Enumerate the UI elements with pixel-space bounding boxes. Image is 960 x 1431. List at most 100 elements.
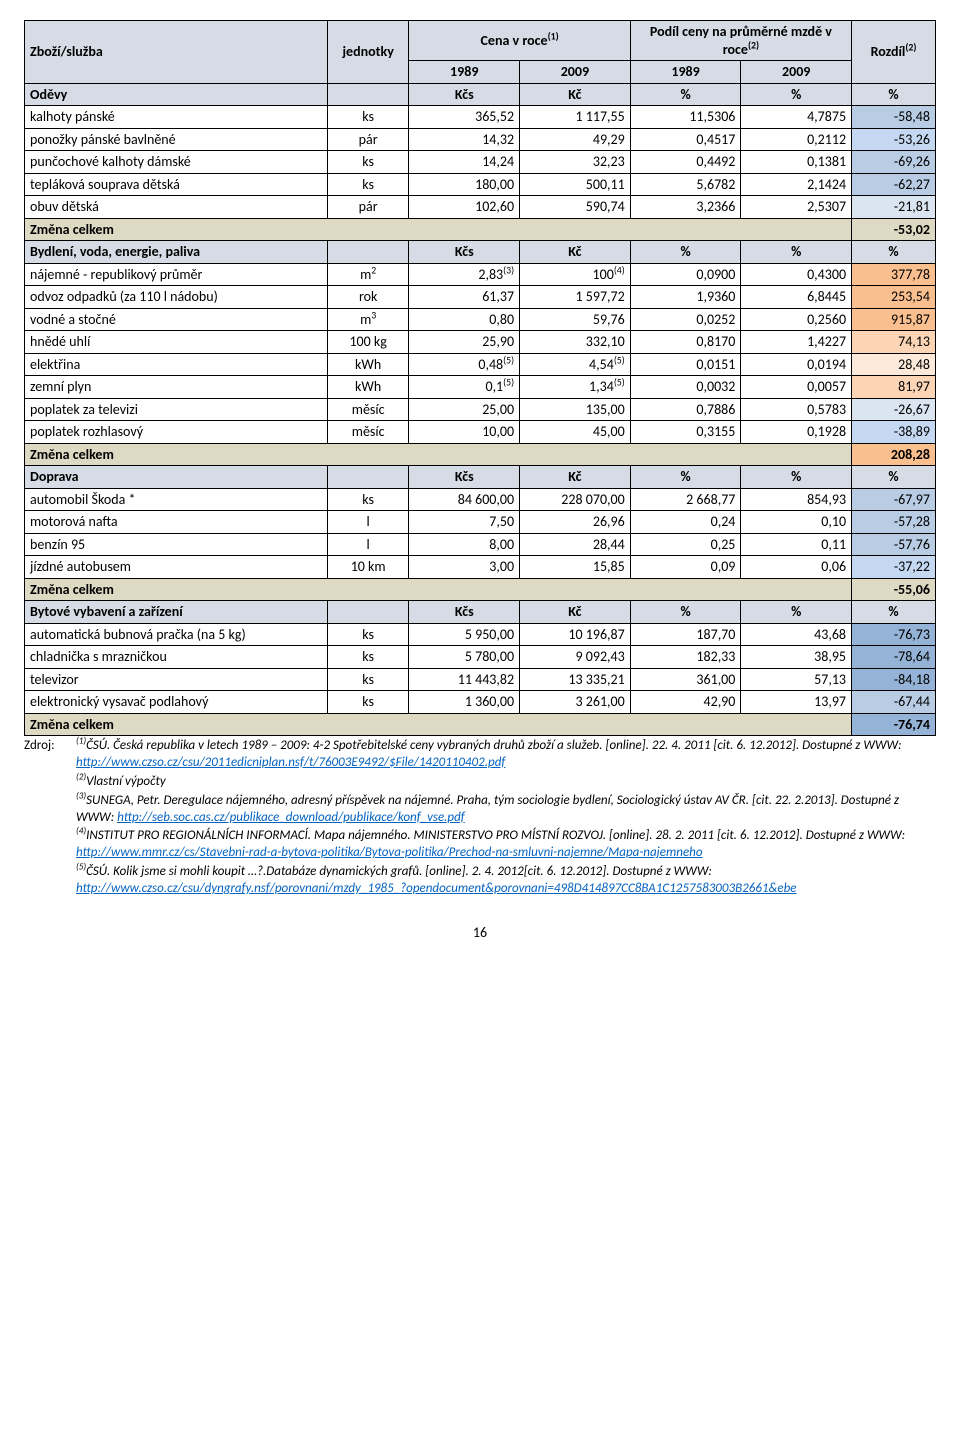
change-row: Změna celkem 208,28 [25, 443, 936, 466]
data-row: chladnička s mrazničkou ks 5 780,00 9 09… [25, 646, 936, 669]
cell-name: vodné a stočné [25, 308, 328, 331]
cell-diff: 253,54 [852, 286, 936, 309]
cell-unit: ks [327, 691, 409, 714]
cell-1989-share: 0,24 [630, 511, 741, 534]
cell-1989-share: 42,90 [630, 691, 741, 714]
cell-diff: -53,26 [852, 128, 936, 151]
data-row: poplatek rozhlasový měsíc 10,00 45,00 0,… [25, 421, 936, 444]
hdr-1989b: 1989 [630, 61, 741, 84]
cell-2009-price: 1,34(5) [520, 376, 631, 399]
cell-1989-price: 3,00 [409, 556, 520, 579]
source-item: (5)ČSÚ. Kolik jsme si mohli koupit …?.Da… [76, 864, 936, 898]
cell-1989-share: 187,70 [630, 623, 741, 646]
cell-name: motorová nafta [25, 511, 328, 534]
hdr-2009b: 2009 [741, 61, 852, 84]
data-row: poplatek za televizi měsíc 25,00 135,00 … [25, 398, 936, 421]
source-item: (2)Vlastní výpočty [76, 774, 936, 791]
cell-name: kalhoty pánské [25, 106, 328, 129]
cell-diff: -57,76 [852, 533, 936, 556]
cell-1989-share: 11,5306 [630, 106, 741, 129]
change-row: Změna celkem -55,06 [25, 578, 936, 601]
cell-1989-share: 2 668,77 [630, 488, 741, 511]
cell-2009-price: 100(4) [520, 263, 631, 286]
table-body: Oděvy Kčs Kč % % % kalhoty pánské ks 365… [25, 83, 936, 736]
sources-label: Zdroj: [24, 738, 76, 900]
cell-1989-price: 180,00 [409, 173, 520, 196]
cell-diff: -26,67 [852, 398, 936, 421]
hdr-diff: Rozdíl(2) [852, 21, 936, 84]
table-header: Zboží/služba jednotky Cena v roce(1) Pod… [25, 21, 936, 84]
cell-1989-share: 5,6782 [630, 173, 741, 196]
source-link[interactable]: http://www.mmr.cz/cs/Stavebni-rad-a-byto… [76, 845, 703, 860]
cell-1989-share: 0,4517 [630, 128, 741, 151]
data-row: punčochové kalhoty dámské ks 14,24 32,23… [25, 151, 936, 174]
cell-2009-price: 590,74 [520, 196, 631, 219]
cell-2009-share: 6,8445 [741, 286, 852, 309]
hdr-price: Cena v roce(1) [409, 21, 630, 61]
source-link[interactable]: http://www.czso.cz/csu/dyngrafy.nsf/poro… [76, 881, 796, 896]
cell-1989-share: 0,0032 [630, 376, 741, 399]
cell-1989-price: 14,32 [409, 128, 520, 151]
cell-name: televizor [25, 668, 328, 691]
cell-2009-price: 10 196,87 [520, 623, 631, 646]
cell-1989-share: 0,0900 [630, 263, 741, 286]
cell-unit: ks [327, 646, 409, 669]
cell-2009-share: 0,11 [741, 533, 852, 556]
hdr-share: Podíl ceny na průměrné mzdě v roce(2) [630, 21, 851, 61]
cell-unit: l [327, 533, 409, 556]
cell-diff: 28,48 [852, 353, 936, 376]
cell-1989-price: 2,83(3) [409, 263, 520, 286]
cell-2009-price: 228 070,00 [520, 488, 631, 511]
cell-1989-price: 25,00 [409, 398, 520, 421]
cell-unit: ks [327, 488, 409, 511]
cell-2009-price: 332,10 [520, 331, 631, 354]
cell-1989-share: 182,33 [630, 646, 741, 669]
cell-name: poplatek rozhlasový [25, 421, 328, 444]
cell-2009-share: 0,2112 [741, 128, 852, 151]
cell-name: automobil Škoda * [25, 488, 328, 511]
page-number: 16 [24, 924, 936, 941]
cell-2009-price: 9 092,43 [520, 646, 631, 669]
cell-1989-share: 0,09 [630, 556, 741, 579]
data-row: hnědé uhlí 100 kg 25,90 332,10 0,8170 1,… [25, 331, 936, 354]
cell-2009-price: 26,96 [520, 511, 631, 534]
source-link[interactable]: http://www.czso.cz/csu/2011edicniplan.ns… [76, 755, 505, 770]
cell-unit: pár [327, 196, 409, 219]
cell-name: odvoz odpadků (za 110 l nádobu) [25, 286, 328, 309]
cell-2009-share: 57,13 [741, 668, 852, 691]
cell-2009-share: 1,4227 [741, 331, 852, 354]
cell-diff: -21,81 [852, 196, 936, 219]
cell-1989-share: 361,00 [630, 668, 741, 691]
data-row: automatická bubnová pračka (na 5 kg) ks … [25, 623, 936, 646]
hdr-product: Zboží/služba [25, 21, 328, 84]
cell-diff: -69,26 [852, 151, 936, 174]
cell-2009-share: 13,97 [741, 691, 852, 714]
data-row: kalhoty pánské ks 365,52 1 117,55 11,530… [25, 106, 936, 129]
cell-name: elektřina [25, 353, 328, 376]
cell-unit: měsíc [327, 398, 409, 421]
data-row: vodné a stočné m3 0,80 59,76 0,0252 0,25… [25, 308, 936, 331]
cell-2009-share: 0,0057 [741, 376, 852, 399]
cell-2009-share: 2,5307 [741, 196, 852, 219]
cell-2009-price: 500,11 [520, 173, 631, 196]
cell-1989-price: 0,48(5) [409, 353, 520, 376]
data-row: odvoz odpadků (za 110 l nádobu) rok 61,3… [25, 286, 936, 309]
cell-1989-price: 1 360,00 [409, 691, 520, 714]
cell-1989-price: 102,60 [409, 196, 520, 219]
data-row: ponožky pánské bavlněné pár 14,32 49,29 … [25, 128, 936, 151]
hdr-unit: jednotky [327, 21, 409, 84]
source-item: (1)ČSÚ. Česká republika v letech 1989 – … [76, 738, 936, 772]
source-link[interactable]: http://seb.soc.cas.cz/publikace_download… [117, 810, 465, 825]
cell-name: poplatek za televizi [25, 398, 328, 421]
cell-1989-price: 365,52 [409, 106, 520, 129]
cell-1989-price: 0,80 [409, 308, 520, 331]
cell-2009-share: 0,1928 [741, 421, 852, 444]
cell-1989-price: 25,90 [409, 331, 520, 354]
data-row: televizor ks 11 443,82 13 335,21 361,00 … [25, 668, 936, 691]
cell-1989-price: 5 780,00 [409, 646, 520, 669]
cell-2009-price: 59,76 [520, 308, 631, 331]
cell-diff: -76,73 [852, 623, 936, 646]
cell-2009-price: 32,23 [520, 151, 631, 174]
cell-name: elektronický vysavač podlahový [25, 691, 328, 714]
cell-unit: 10 km [327, 556, 409, 579]
